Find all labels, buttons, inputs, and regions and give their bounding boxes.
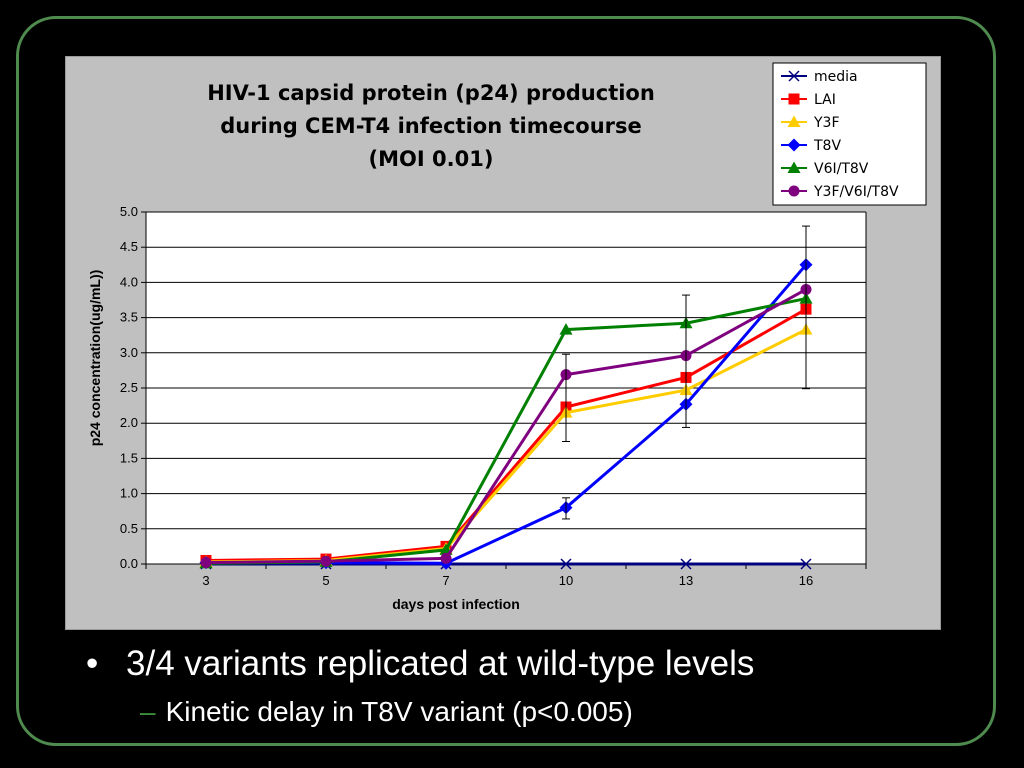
x-tick-label: 13	[679, 573, 693, 588]
bullet-mark: •	[86, 644, 99, 683]
legend-label: Y3F	[813, 115, 840, 131]
bullet-item-main: • 3/4 variants replicated at wild-type le…	[86, 644, 754, 684]
error-bar	[562, 497, 570, 520]
y-tick-label: 0.0	[120, 556, 138, 571]
y-tick-label: 5.0	[120, 204, 138, 219]
data-point	[680, 558, 692, 570]
y-tick-label: 3.5	[120, 310, 138, 325]
legend-label: T8V	[813, 138, 841, 154]
chart-svg: 0.0 0.5 1.0 1.5 2.0 2.5 3.0 3.5 4.0 4.5 5.0 3 5 7 10 13…	[87, 62, 927, 612]
y-tick-label: 2.0	[120, 415, 138, 430]
slide-border	[16, 16, 996, 746]
chart-area: 0.0 0.5 1.0 1.5 2.0 2.5 3.0 3.5 4.0 4.5 5.0 3 5 7 10 13…	[65, 56, 941, 630]
legend-marker	[787, 161, 801, 173]
legend: media LAI Y3F T8V V6I/T8V Y3F/V6I/T8V	[772, 62, 927, 206]
x-tick-label: 7	[442, 573, 449, 588]
data-point	[559, 323, 573, 335]
chart-title-line-2: during CEM-T4 infection timecourse	[220, 114, 642, 138]
data-point	[440, 552, 452, 564]
x-tick-label: 10	[559, 573, 573, 588]
data-point	[320, 555, 332, 567]
y-tick-label: 0.5	[120, 521, 138, 536]
series-line	[205, 288, 807, 565]
y-tick-label: 1.5	[120, 450, 138, 465]
y-tick-label: 2.5	[120, 380, 138, 395]
data-point	[200, 557, 212, 569]
error-bar	[682, 294, 690, 428]
sub-bullet-dash: –	[140, 696, 156, 727]
legend-marker	[788, 70, 800, 82]
bullet-main-text: 3/4 variants replicated at wild-type lev…	[126, 644, 755, 683]
x-tick-label: 5	[322, 573, 329, 588]
chart-title-line-3: (MOI 0.01)	[368, 147, 494, 171]
legend-marker	[788, 93, 800, 105]
legend-marker	[787, 115, 801, 127]
y-axis-label: p24 concentration(ug/mL))	[87, 270, 103, 447]
series-y3f-v6i-t8v	[200, 283, 812, 569]
y-tick-label: 1.0	[120, 486, 138, 501]
bullet-sub-text: Kinetic delay in T8V variant (p<0.005)	[165, 696, 633, 727]
x-tick-label: 16	[799, 573, 813, 588]
error-bar	[802, 225, 810, 390]
y-tick-label: 3.0	[120, 345, 138, 360]
legend-label: Y3F/V6I/T8V	[813, 184, 899, 200]
legend-marker	[788, 185, 800, 197]
legend-marker	[787, 138, 801, 152]
legend-label: LAI	[814, 92, 836, 108]
chart-title-line-1: HIV-1 capsid protein (p24) production	[207, 81, 655, 105]
error-bar	[562, 353, 570, 443]
y-tick-label: 4.0	[120, 274, 138, 289]
legend-label: V6I/T8V	[814, 161, 869, 177]
data-point	[800, 558, 812, 570]
legend-label: media	[814, 69, 858, 85]
bullet-item-sub: – Kinetic delay in T8V variant (p<0.005)	[140, 696, 633, 728]
x-tick-label: 3	[202, 573, 209, 588]
data-point	[560, 558, 572, 570]
x-axis-label: days post infection	[392, 596, 520, 612]
legend-box	[772, 62, 927, 206]
y-tick-label: 4.5	[120, 239, 138, 254]
chart-title: HIV-1 capsid protein (p24) production du…	[126, 77, 736, 176]
